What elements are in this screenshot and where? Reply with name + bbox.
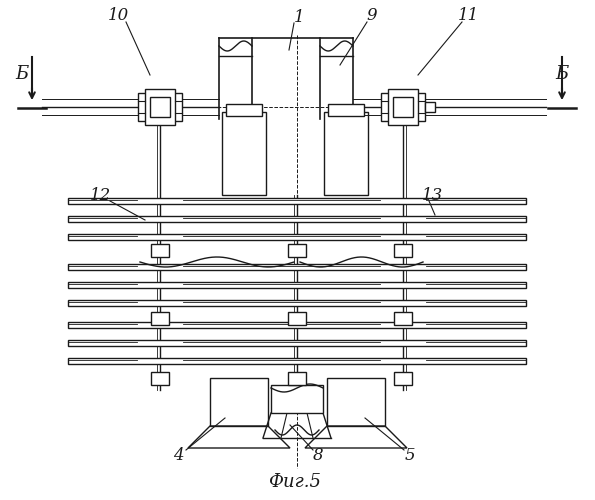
Bar [381,93,425,121]
Bar [393,97,413,117]
Bar [150,97,170,117]
Bar [68,322,526,328]
Bar [68,216,526,222]
Bar [328,104,364,116]
Bar [151,312,169,325]
Bar [68,300,526,306]
Text: 4: 4 [173,446,183,464]
Text: Фиг.5: Фиг.5 [268,473,321,491]
Bar [394,244,412,257]
Bar [271,385,323,413]
Bar [288,244,306,257]
Bar [68,282,526,288]
Text: 1: 1 [294,8,304,25]
Bar [68,358,526,364]
Text: Б: Б [555,65,569,83]
Bar [327,378,385,426]
Bar [68,198,526,204]
Text: 12: 12 [89,188,111,204]
Bar [210,378,268,426]
Text: 13: 13 [421,188,443,204]
Text: 5: 5 [405,446,415,464]
Bar [145,89,175,125]
Bar [222,112,266,195]
Bar [68,340,526,346]
Text: 10: 10 [107,8,129,24]
Text: 9: 9 [367,8,377,24]
Bar [68,264,526,270]
Bar [138,93,182,121]
Bar [394,372,412,385]
Bar [288,372,306,385]
Bar [324,112,368,195]
Bar [388,89,418,125]
Text: Б: Б [15,65,29,83]
Text: 11: 11 [458,8,478,24]
Bar [394,312,412,325]
Bar [151,244,169,257]
Bar [68,234,526,240]
Text: 8: 8 [313,446,323,464]
Bar [151,372,169,385]
Bar [425,102,435,112]
Bar [226,104,262,116]
Bar [288,312,306,325]
